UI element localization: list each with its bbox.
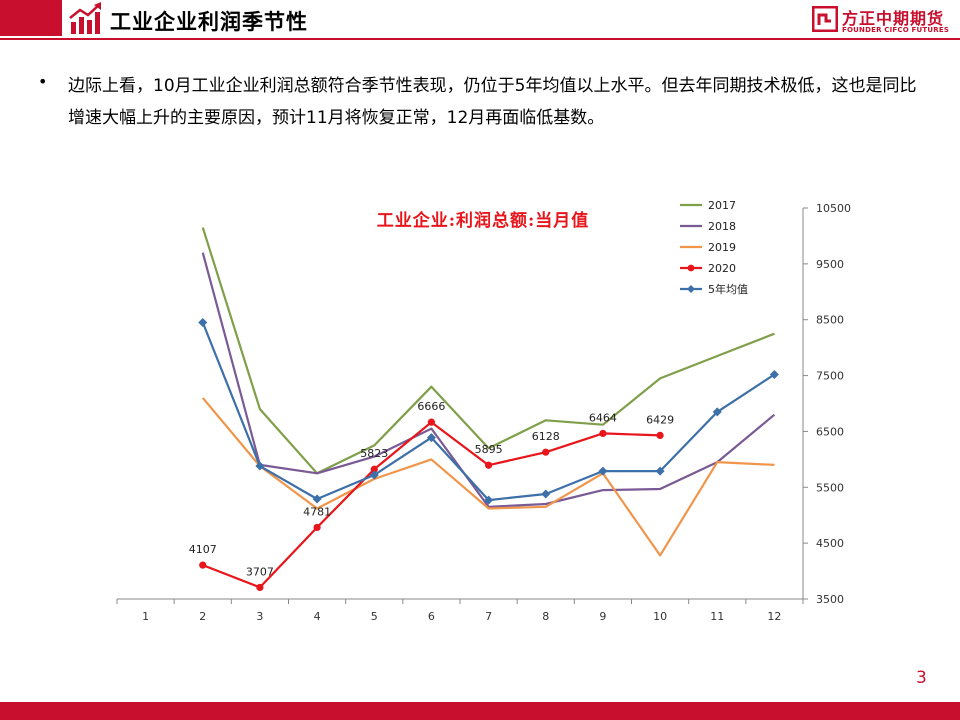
x-tick-label: 6 <box>428 610 435 623</box>
data-label: 5895 <box>475 443 503 456</box>
y-tick-label: 5500 <box>816 481 844 494</box>
page-title: 工业企业利润季节性 <box>110 10 308 34</box>
logo-english: FOUNDER CIFCO FUTURES <box>842 26 950 34</box>
data-label: 4107 <box>189 543 217 556</box>
y-tick-label: 7500 <box>816 370 844 383</box>
data-point <box>255 461 265 471</box>
data-point <box>484 461 493 469</box>
data-label: 6128 <box>532 430 560 443</box>
series-line-2018 <box>201 252 776 508</box>
data-label: 3707 <box>246 565 274 578</box>
y-tick-label: 8500 <box>816 314 844 327</box>
data-point <box>484 495 494 505</box>
data-point <box>599 429 607 438</box>
header-divider <box>0 38 960 40</box>
data-point <box>256 583 264 592</box>
data-label: 6429 <box>646 413 674 426</box>
data-point <box>598 466 608 476</box>
series-line-2020 <box>202 421 661 589</box>
data-point <box>199 561 207 569</box>
legend-marker <box>687 285 695 293</box>
data-point <box>312 494 322 504</box>
x-tick-label: 12 <box>767 610 781 623</box>
x-tick-label: 8 <box>542 610 549 623</box>
brand-logo: 方正中期期货 FOUNDER CIFCO FUTURES <box>812 6 952 38</box>
legend-label: 2019 <box>708 241 736 254</box>
x-tick-label: 3 <box>256 610 263 623</box>
logo-chinese: 方正中期期货 <box>842 9 945 28</box>
y-tick-label: 3500 <box>816 593 844 606</box>
data-point <box>198 318 208 328</box>
chart-title: 工业企业:利润总额:当月值 <box>377 210 590 231</box>
data-label: 5823 <box>360 447 388 460</box>
footer-bar <box>0 702 960 720</box>
logo-mark-icon <box>812 6 838 32</box>
y-tick-label: 4500 <box>816 537 844 550</box>
x-tick-label: 10 <box>653 610 667 623</box>
legend-label: 2017 <box>708 199 736 212</box>
legend-label: 2018 <box>708 220 736 233</box>
data-point <box>712 407 722 417</box>
x-tick-label: 7 <box>485 610 492 623</box>
data-label: 4781 <box>303 505 331 518</box>
bullet-dot: • <box>38 72 48 91</box>
data-point <box>369 470 379 480</box>
header-red-block <box>0 0 62 36</box>
data-point <box>541 489 551 499</box>
y-tick-label: 10500 <box>816 202 851 215</box>
x-tick-label: 4 <box>314 610 321 623</box>
x-tick-label: 2 <box>199 610 206 623</box>
data-point <box>769 369 779 379</box>
data-point <box>426 433 436 443</box>
series-line-2017 <box>201 227 775 475</box>
y-tick-label: 9500 <box>816 258 844 271</box>
series-line-5年均值 <box>201 322 776 502</box>
legend-label: 2020 <box>708 262 736 275</box>
y-tick-label: 6500 <box>816 425 844 438</box>
data-point <box>313 523 321 532</box>
data-label: 6464 <box>589 411 617 424</box>
growth-chart-icon <box>69 2 101 34</box>
x-tick-label: 1 <box>142 610 149 623</box>
header-bar: 工业企业利润季节性 方正中期期货 FOUNDER CIFCO FUTURES <box>0 0 960 42</box>
data-point <box>656 431 664 439</box>
x-tick-label: 11 <box>710 610 724 623</box>
series-line-2019 <box>201 397 775 557</box>
page-number: 3 <box>916 668 927 688</box>
x-tick-label: 5 <box>371 610 378 623</box>
data-point <box>542 448 550 456</box>
legend-marker <box>687 264 695 272</box>
data-point <box>427 418 436 426</box>
legend-label: 5年均值 <box>708 282 748 296</box>
data-label: 6666 <box>417 400 445 413</box>
data-point <box>370 465 378 473</box>
bullet-text: 边际上看，10月工业企业利润总额符合季节性表现，仍位于5年均值以上水平。但去年同… <box>68 76 917 128</box>
data-point <box>655 466 665 476</box>
x-tick-label: 9 <box>599 610 606 623</box>
